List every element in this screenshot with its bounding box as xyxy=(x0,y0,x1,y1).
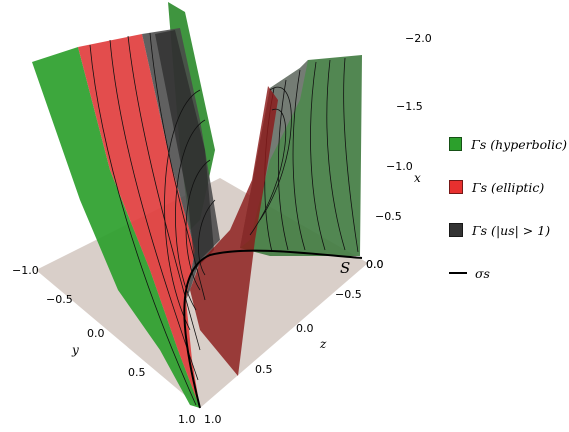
x-tick-0: −2.0 xyxy=(405,32,432,45)
x-tick-3: −0.5 xyxy=(375,210,402,223)
x-tick-4: 0.0 xyxy=(366,258,384,271)
extra-origin-tick: 0.0 xyxy=(366,258,384,271)
x-axis: −2.0 −1.5 −1.0 −0.5 0.0 x xyxy=(366,32,432,271)
green-surface xyxy=(32,47,200,408)
red-surface xyxy=(78,34,200,408)
z-axis-label: z xyxy=(319,337,327,351)
z-tick-1: 0.0 xyxy=(296,322,314,335)
y-tick-0: −1.0 xyxy=(12,264,39,277)
curve-s-label: S xyxy=(340,259,350,277)
legend-swatch-dark xyxy=(449,223,463,237)
z-axis: −0.5 0.0 0.5 1.0 z xyxy=(204,288,362,426)
legend-label-elliptic: Γs (elliptic) xyxy=(472,179,545,195)
x-tick-2: −1.0 xyxy=(386,160,413,173)
legend-item-elliptic: Γs (elliptic) xyxy=(449,177,567,197)
legend-line-sigma xyxy=(449,272,467,274)
legend-label-hyperbolic: Γs (hyperbolic) xyxy=(471,136,567,152)
y-axis-label: y xyxy=(71,343,79,357)
y-tick-3: 0.5 xyxy=(128,366,146,379)
legend-label-sigma: σs xyxy=(475,265,490,281)
z-tick-2: 0.5 xyxy=(255,363,273,376)
legend-label-dark: Γs (|us| > 1) xyxy=(472,222,551,238)
legend: Γs (hyperbolic) Γs (elliptic) Γs (|us| >… xyxy=(449,134,567,306)
y-tick-4: 1.0 xyxy=(178,413,196,426)
legend-item-dark: Γs (|us| > 1) xyxy=(449,220,567,240)
y-tick-2: 0.0 xyxy=(87,327,105,340)
sigma-curve xyxy=(183,249,363,409)
dark-red-surface xyxy=(190,86,278,376)
legend-item-hyperbolic: Γs (hyperbolic) xyxy=(449,134,567,154)
legend-swatch-green xyxy=(449,137,463,151)
z-tick-3: 1.0 xyxy=(204,413,222,426)
x-tick-1: −1.5 xyxy=(396,100,423,113)
y-tick-1: −0.5 xyxy=(46,293,73,306)
legend-item-sigma: σs xyxy=(449,263,567,283)
y-axis: −1.0 −0.5 0.0 0.5 1.0 y xyxy=(12,264,196,426)
z-tick-0: −0.5 xyxy=(335,288,362,301)
front-contours xyxy=(89,32,292,406)
x-axis-label: x xyxy=(414,171,421,185)
legend-swatch-red xyxy=(449,180,463,194)
